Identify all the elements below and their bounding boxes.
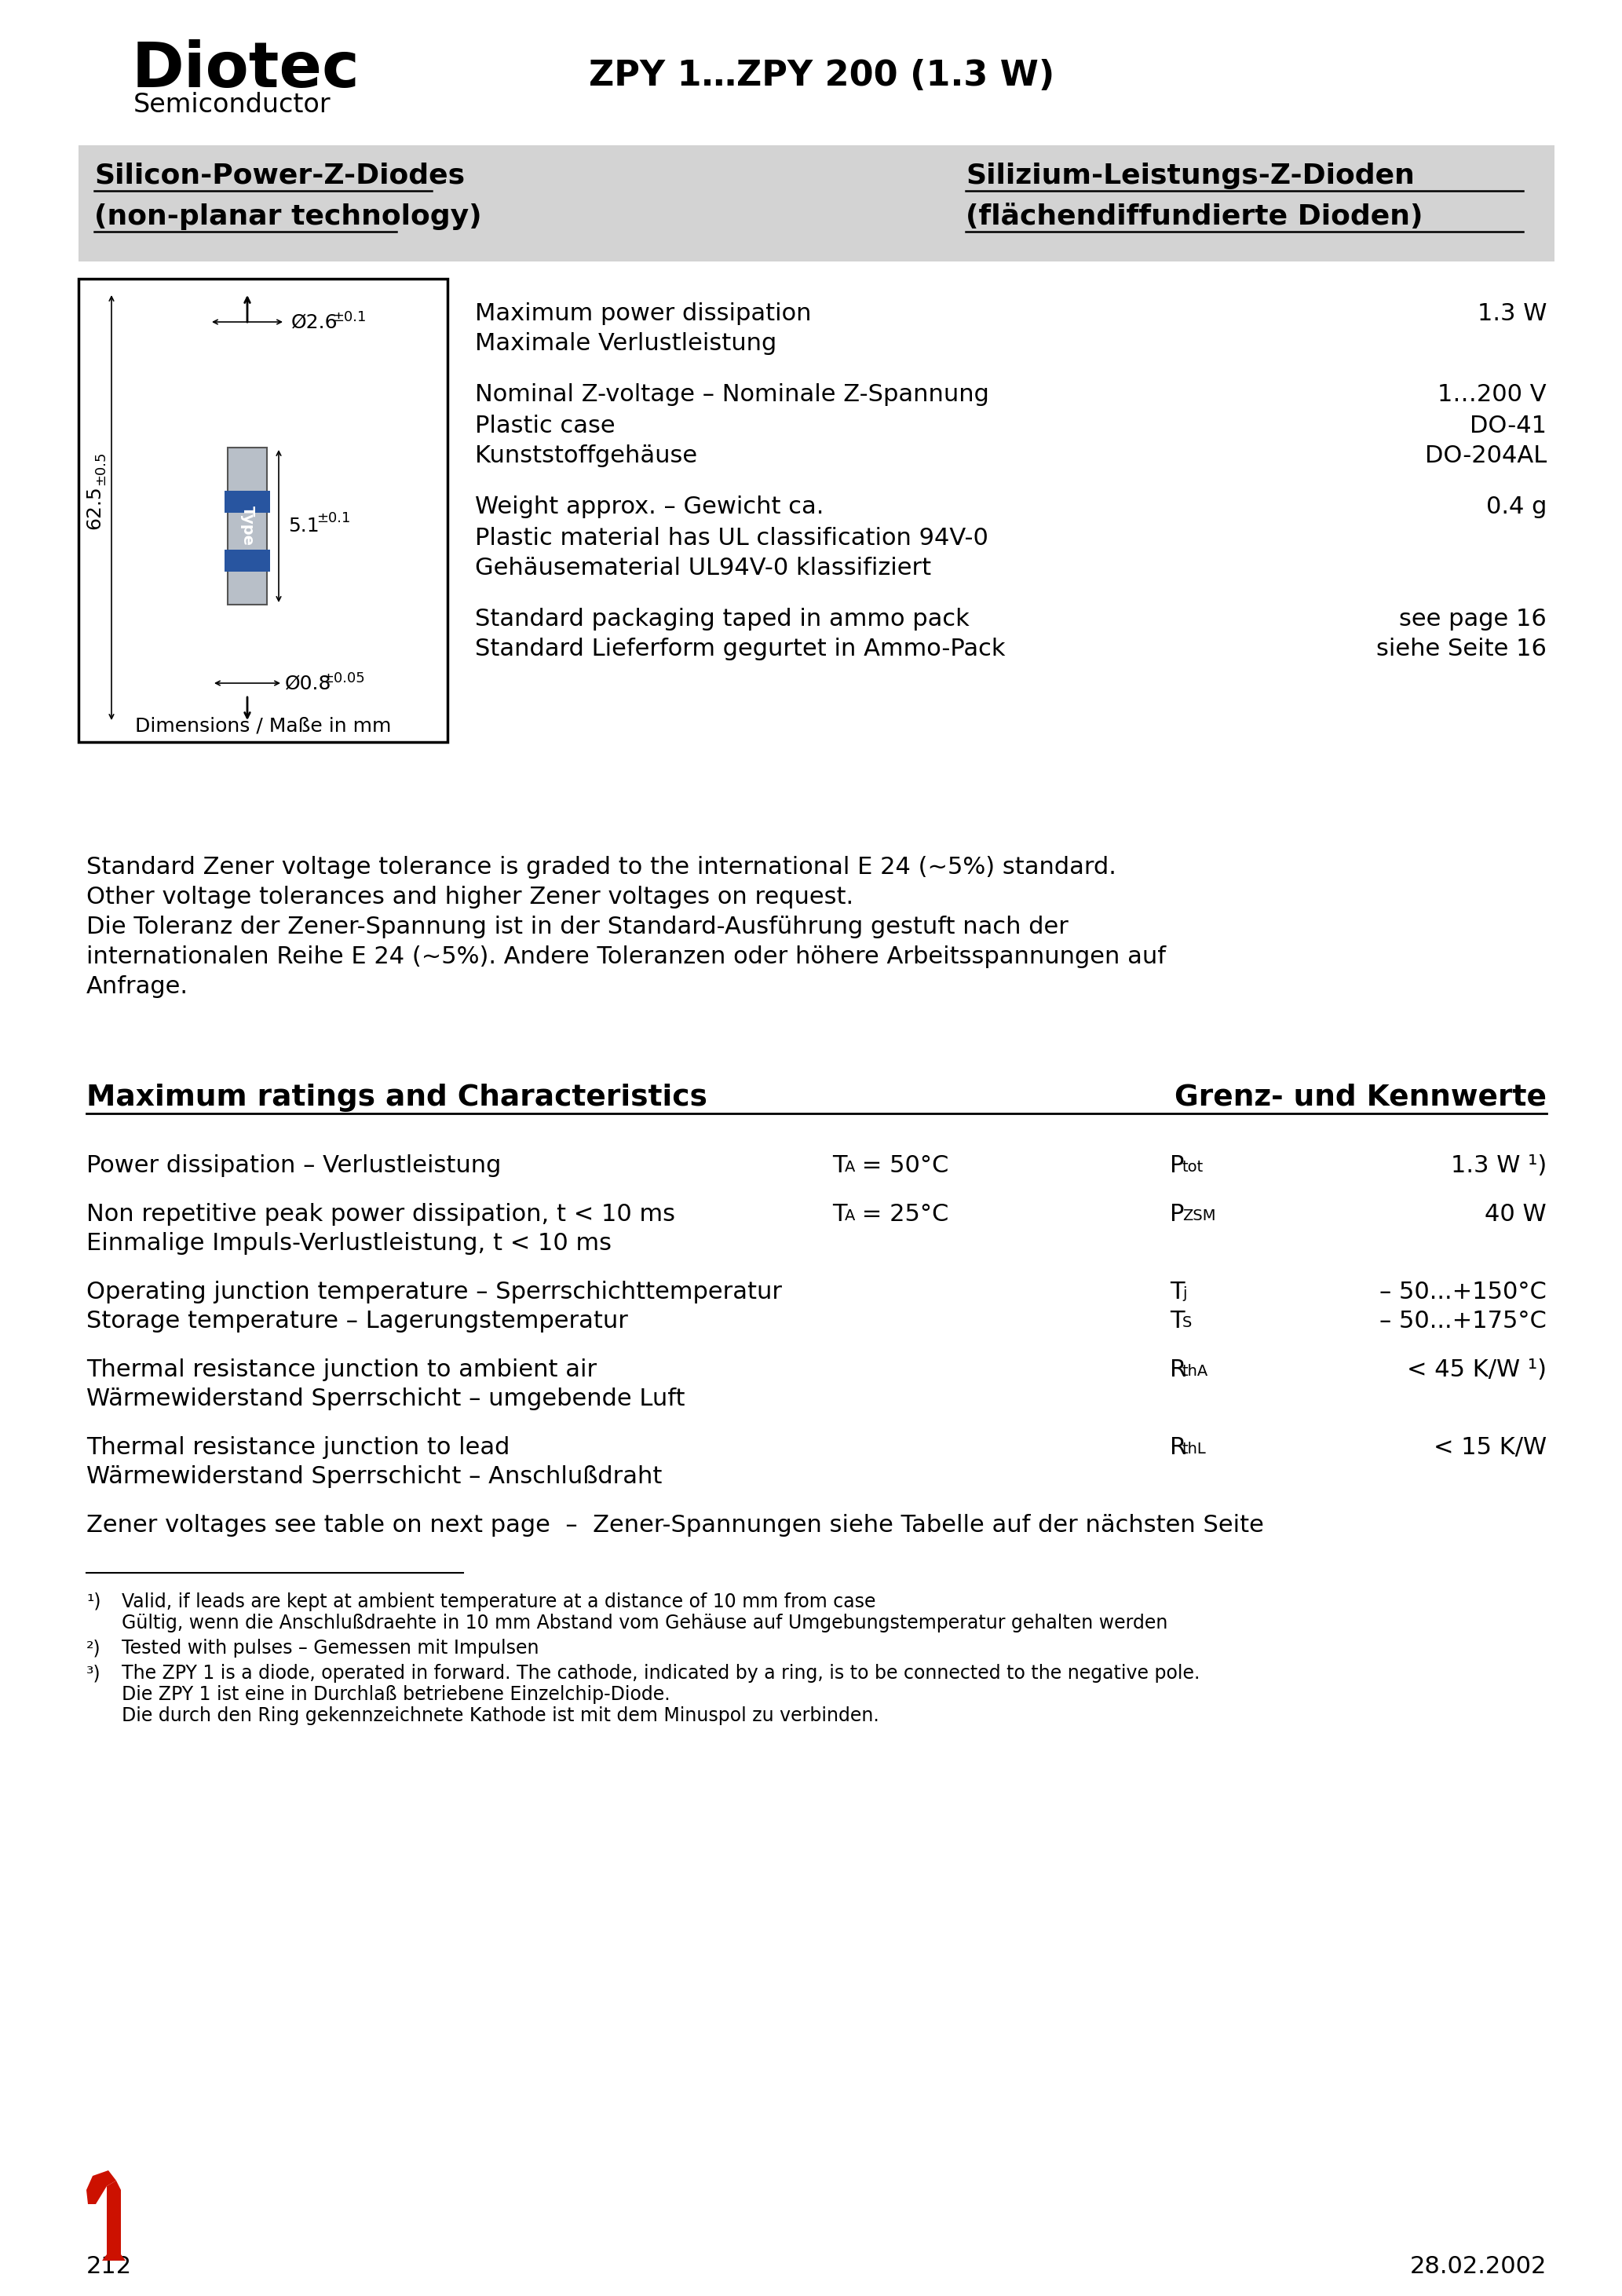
Text: T: T: [1169, 1309, 1184, 1332]
Text: ±0.05: ±0.05: [321, 670, 365, 687]
Text: – 50...+175°C: – 50...+175°C: [1379, 1309, 1547, 1332]
Text: = 25°C: = 25°C: [855, 1203, 949, 1226]
Text: T: T: [832, 1203, 847, 1226]
Text: ¹): ¹): [86, 1593, 101, 1612]
Text: A: A: [845, 1208, 855, 1224]
Text: P: P: [1169, 1155, 1184, 1178]
Text: ³): ³): [86, 1665, 101, 1683]
Text: Diotec: Diotec: [131, 39, 360, 101]
Text: S: S: [1182, 1316, 1192, 1329]
Text: j: j: [1182, 1286, 1187, 1302]
Text: 0.4 g: 0.4 g: [1486, 496, 1547, 519]
Text: Gültig, wenn die Anschlußdraehte in 10 mm Abstand vom Gehäuse auf Umgebungstempe: Gültig, wenn die Anschlußdraehte in 10 m…: [122, 1614, 1168, 1632]
Polygon shape: [86, 2170, 117, 2204]
Text: Einmalige Impuls-Verlustleistung, t < 10 ms: Einmalige Impuls-Verlustleistung, t < 10…: [86, 1233, 611, 1256]
Text: Die ZPY 1 ist eine in Durchlaß betriebene Einzelchip-Diode.: Die ZPY 1 ist eine in Durchlaß betrieben…: [122, 1685, 670, 1704]
Text: Storage temperature – Lagerungstemperatur: Storage temperature – Lagerungstemperatu…: [86, 1309, 628, 1332]
Text: Weight approx. – Gewicht ca.: Weight approx. – Gewicht ca.: [475, 496, 824, 519]
Text: Zener voltages see table on next page  –  Zener-Spannungen siehe Tabelle auf der: Zener voltages see table on next page – …: [86, 1513, 1264, 1536]
Text: Silizium-Leistungs-Z-Dioden: Silizium-Leistungs-Z-Dioden: [965, 163, 1414, 188]
Text: Thermal resistance junction to ambient air: Thermal resistance junction to ambient a…: [86, 1359, 597, 1382]
Text: Anfrage.: Anfrage.: [86, 976, 188, 999]
Text: Ø2.6: Ø2.6: [292, 312, 337, 331]
Text: 28.02.2002: 28.02.2002: [1410, 2255, 1547, 2278]
Text: ±0.1: ±0.1: [316, 512, 350, 526]
Text: 62.5: 62.5: [84, 484, 104, 528]
Text: Die Toleranz der Zener-Spannung ist in der Standard-Ausführung gestuft nach der: Die Toleranz der Zener-Spannung ist in d…: [86, 916, 1069, 939]
Text: tot: tot: [1182, 1159, 1204, 1176]
Text: DO-41: DO-41: [1470, 416, 1547, 436]
Text: 5.1: 5.1: [289, 517, 320, 535]
Text: thL: thL: [1182, 1442, 1207, 1456]
Text: Tested with pulses – Gemessen mit Impulsen: Tested with pulses – Gemessen mit Impuls…: [122, 1639, 539, 1658]
Text: Dimensions / Maße in mm: Dimensions / Maße in mm: [135, 716, 391, 735]
Text: Standard packaging taped in ammo pack: Standard packaging taped in ammo pack: [475, 608, 970, 631]
Text: Thermal resistance junction to lead: Thermal resistance junction to lead: [86, 1437, 509, 1458]
Bar: [78, 145, 1554, 262]
Text: thA: thA: [1182, 1364, 1208, 1380]
Text: P: P: [1169, 1203, 1184, 1226]
Text: Silicon-Power-Z-Diodes: Silicon-Power-Z-Diodes: [94, 163, 466, 188]
Text: T: T: [832, 1155, 847, 1178]
Bar: [224, 491, 271, 512]
Text: = 50°C: = 50°C: [855, 1155, 949, 1178]
Polygon shape: [102, 2255, 125, 2262]
Text: Power dissipation – Verlustleistung: Power dissipation – Verlustleistung: [86, 1155, 501, 1178]
Text: The ZPY 1 is a diode, operated in forward. The cathode, indicated by a ring, is : The ZPY 1 is a diode, operated in forwar…: [122, 1665, 1200, 1683]
Text: Type: Type: [240, 505, 255, 546]
Text: ±0.1: ±0.1: [333, 310, 367, 324]
Text: ±0.5: ±0.5: [94, 450, 107, 484]
Text: Standard Lieferform gegurtet in Ammo-Pack: Standard Lieferform gegurtet in Ammo-Pac…: [475, 638, 1006, 661]
Text: see page 16: see page 16: [1400, 608, 1547, 631]
Text: R: R: [1169, 1437, 1186, 1458]
Text: (non-planar technology): (non-planar technology): [94, 204, 482, 230]
Text: ZPY 1…ZPY 200 (1.3 W): ZPY 1…ZPY 200 (1.3 W): [589, 60, 1054, 92]
Bar: [227, 448, 268, 604]
Text: Ø0.8: Ø0.8: [285, 673, 333, 693]
Text: Non repetitive peak power dissipation, t < 10 ms: Non repetitive peak power dissipation, t…: [86, 1203, 675, 1226]
Text: Operating junction temperature – Sperrschichttemperatur: Operating junction temperature – Sperrsc…: [86, 1281, 782, 1304]
Text: (flächendiffundierte Dioden): (flächendiffundierte Dioden): [965, 204, 1422, 230]
Text: R: R: [1169, 1359, 1186, 1382]
Text: < 15 K/W: < 15 K/W: [1434, 1437, 1547, 1458]
Text: Standard Zener voltage tolerance is graded to the international E 24 (~5%) stand: Standard Zener voltage tolerance is grad…: [86, 856, 1116, 879]
Text: Gehäusematerial UL94V-0 klassifiziert: Gehäusematerial UL94V-0 klassifiziert: [475, 556, 931, 579]
Polygon shape: [107, 2181, 122, 2255]
Text: ²): ²): [86, 1639, 101, 1658]
Text: 212: 212: [86, 2255, 131, 2278]
Text: Other voltage tolerances and higher Zener voltages on request.: Other voltage tolerances and higher Zene…: [86, 886, 853, 909]
Text: Wärmewiderstand Sperrschicht – Anschlußdraht: Wärmewiderstand Sperrschicht – Anschlußd…: [86, 1465, 662, 1488]
Text: Maximale Verlustleistung: Maximale Verlustleistung: [475, 333, 777, 356]
Text: 1.3 W: 1.3 W: [1478, 303, 1547, 326]
Text: Wärmewiderstand Sperrschicht – umgebende Luft: Wärmewiderstand Sperrschicht – umgebende…: [86, 1387, 684, 1410]
Text: siehe Seite 16: siehe Seite 16: [1377, 638, 1547, 661]
Text: DO-204AL: DO-204AL: [1424, 445, 1547, 466]
Text: – 50...+150°C: – 50...+150°C: [1379, 1281, 1547, 1304]
Text: ZSM: ZSM: [1182, 1208, 1215, 1224]
Text: A: A: [845, 1159, 855, 1176]
Text: Plastic material has UL classification 94V-0: Plastic material has UL classification 9…: [475, 526, 988, 549]
Text: Nominal Z-voltage – Nominale Z-Spannung: Nominal Z-voltage – Nominale Z-Spannung: [475, 383, 989, 406]
Text: internationalen Reihe E 24 (~5%). Andere Toleranzen oder höhere Arbeitsspannunge: internationalen Reihe E 24 (~5%). Andere…: [86, 946, 1166, 969]
Text: Semiconductor: Semiconductor: [133, 92, 331, 117]
Text: T: T: [1169, 1281, 1184, 1304]
Text: Maximum ratings and Characteristics: Maximum ratings and Characteristics: [86, 1084, 707, 1111]
Bar: [224, 549, 271, 572]
Text: 1…200 V: 1…200 V: [1437, 383, 1547, 406]
Text: Die durch den Ring gekennzeichnete Kathode ist mit dem Minuspol zu verbinden.: Die durch den Ring gekennzeichnete Katho…: [122, 1706, 879, 1724]
Text: Plastic case: Plastic case: [475, 416, 615, 436]
Text: 40 W: 40 W: [1484, 1203, 1547, 1226]
Text: 1.3 W ¹): 1.3 W ¹): [1450, 1155, 1547, 1178]
Text: Maximum power dissipation: Maximum power dissipation: [475, 303, 811, 326]
Text: Grenz- und Kennwerte: Grenz- und Kennwerte: [1174, 1084, 1547, 1111]
Text: Valid, if leads are kept at ambient temperature at a distance of 10 mm from case: Valid, if leads are kept at ambient temp…: [122, 1593, 876, 1612]
Text: < 45 K/W ¹): < 45 K/W ¹): [1406, 1359, 1547, 1382]
Bar: [78, 278, 448, 742]
Text: Kunststoffgehäuse: Kunststoffgehäuse: [475, 445, 697, 466]
